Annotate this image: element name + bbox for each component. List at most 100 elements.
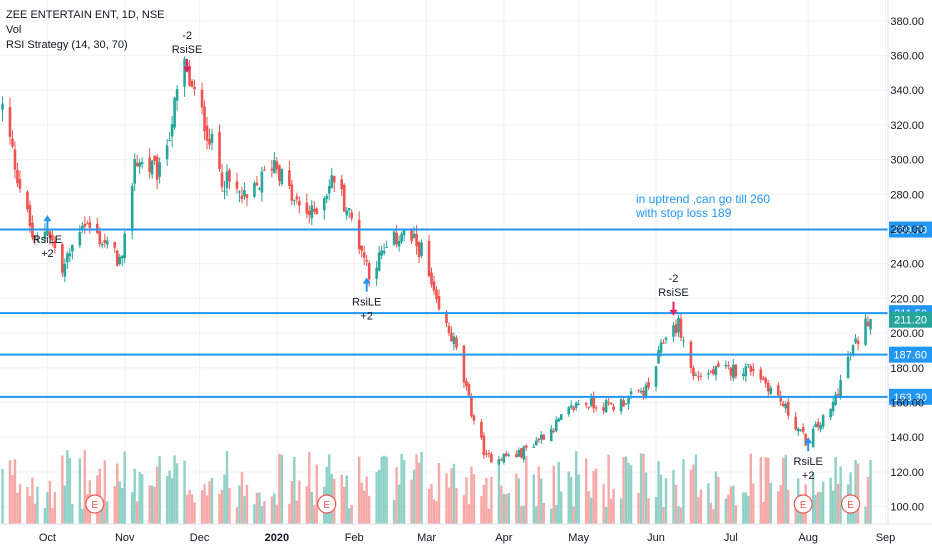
- volume-bar: [402, 460, 406, 524]
- signal-label: RsiLE: [352, 297, 381, 309]
- volume-bar: [432, 499, 436, 524]
- candle-body: [764, 378, 768, 384]
- volume-bar: [540, 478, 543, 524]
- volume-bar: [417, 462, 421, 524]
- candle-body: [260, 171, 264, 193]
- candle-body: [714, 365, 718, 376]
- candle-body: [293, 199, 296, 201]
- volume-bar: [659, 474, 663, 524]
- volume-bar: [570, 476, 573, 524]
- candle-body: [345, 210, 349, 216]
- volume-bar: [16, 492, 19, 524]
- volume-bar: [572, 506, 575, 524]
- volume-bar: [288, 503, 291, 524]
- volume-bar: [637, 493, 640, 524]
- earnings-marker: [793, 494, 813, 514]
- candle-body: [235, 181, 239, 189]
- volume-bar: [415, 454, 418, 524]
- candle-body: [78, 232, 82, 246]
- signal-label: RsiLE: [33, 234, 62, 246]
- candle-body: [115, 250, 119, 266]
- candle-body: [639, 390, 643, 393]
- volume-bar: [552, 465, 555, 524]
- volume-bar: [629, 465, 633, 524]
- candle-body: [350, 212, 354, 219]
- volume-bar: [106, 501, 109, 524]
- candle-body: [819, 425, 822, 430]
- candle-body: [587, 406, 590, 408]
- volume-bar: [205, 495, 209, 524]
- volume-bar: [517, 478, 521, 524]
- volume-bar: [694, 454, 698, 524]
- candle-body: [559, 414, 563, 420]
- volume-bar: [168, 470, 171, 524]
- volume-bar: [175, 463, 179, 524]
- volume-bar: [784, 454, 787, 524]
- volume-bar: [532, 474, 535, 524]
- candle-body: [761, 377, 765, 380]
- volume-bars: [1, 450, 872, 524]
- candle-body: [455, 337, 458, 348]
- candle-body: [552, 430, 556, 432]
- candle-body: [829, 408, 832, 418]
- candle-body: [377, 252, 381, 271]
- candle-body: [360, 245, 363, 251]
- candle-body: [46, 230, 49, 236]
- candle-body: [672, 325, 675, 337]
- volume-bar: [864, 506, 867, 524]
- volume-bar: [81, 508, 84, 524]
- candle-body: [402, 230, 406, 236]
- volume-bar: [185, 494, 189, 524]
- volume-bar: [315, 464, 318, 524]
- volume-bar: [148, 485, 151, 524]
- candle-body: [804, 433, 807, 446]
- volume-bar: [328, 454, 331, 524]
- time-tick-label: Dec: [190, 532, 210, 544]
- candle-body: [280, 168, 284, 185]
- candle-body: [243, 190, 246, 197]
- volume-bar: [63, 485, 67, 524]
- candle-body: [624, 403, 628, 405]
- candle-body: [627, 396, 630, 404]
- volume-bar: [150, 485, 154, 524]
- hline-badge: [889, 221, 932, 238]
- volume-bar: [138, 472, 141, 524]
- volume-bar: [188, 489, 191, 524]
- candle-body: [395, 232, 398, 245]
- candle-body: [664, 337, 668, 340]
- candle-body: [340, 179, 344, 190]
- volume-bar: [310, 491, 313, 524]
- candle-body: [155, 156, 159, 180]
- candle-body: [437, 296, 441, 310]
- volume-bar: [260, 506, 264, 524]
- volume-bar: [382, 455, 386, 524]
- volume-bar: [689, 469, 693, 524]
- candle-body: [577, 403, 580, 405]
- volume-bar: [43, 507, 47, 524]
- price-tick-label: 300.00: [890, 155, 924, 167]
- candle-body: [258, 188, 261, 190]
- candle-body: [380, 250, 383, 256]
- price-tick-label: 340.00: [890, 85, 924, 97]
- volume-bar: [313, 505, 316, 524]
- volume-bar: [612, 489, 615, 524]
- candle-body: [238, 191, 241, 193]
- earnings-label: E: [323, 500, 330, 511]
- candle-body: [742, 373, 745, 376]
- candle-body: [255, 182, 259, 186]
- volume-bar: [218, 493, 221, 524]
- earnings-marker: [85, 494, 105, 514]
- signal-qty: -2: [182, 30, 192, 42]
- volume-bar: [714, 471, 718, 524]
- candle-body: [707, 373, 710, 375]
- volume-bar: [183, 460, 186, 524]
- candle-body: [103, 239, 107, 243]
- candle-body: [420, 242, 423, 256]
- hline-label: 259.70: [893, 225, 927, 237]
- candle-body: [794, 416, 798, 430]
- candle-body: [61, 244, 64, 273]
- candle-body: [692, 367, 695, 377]
- volume-bar: [340, 474, 343, 524]
